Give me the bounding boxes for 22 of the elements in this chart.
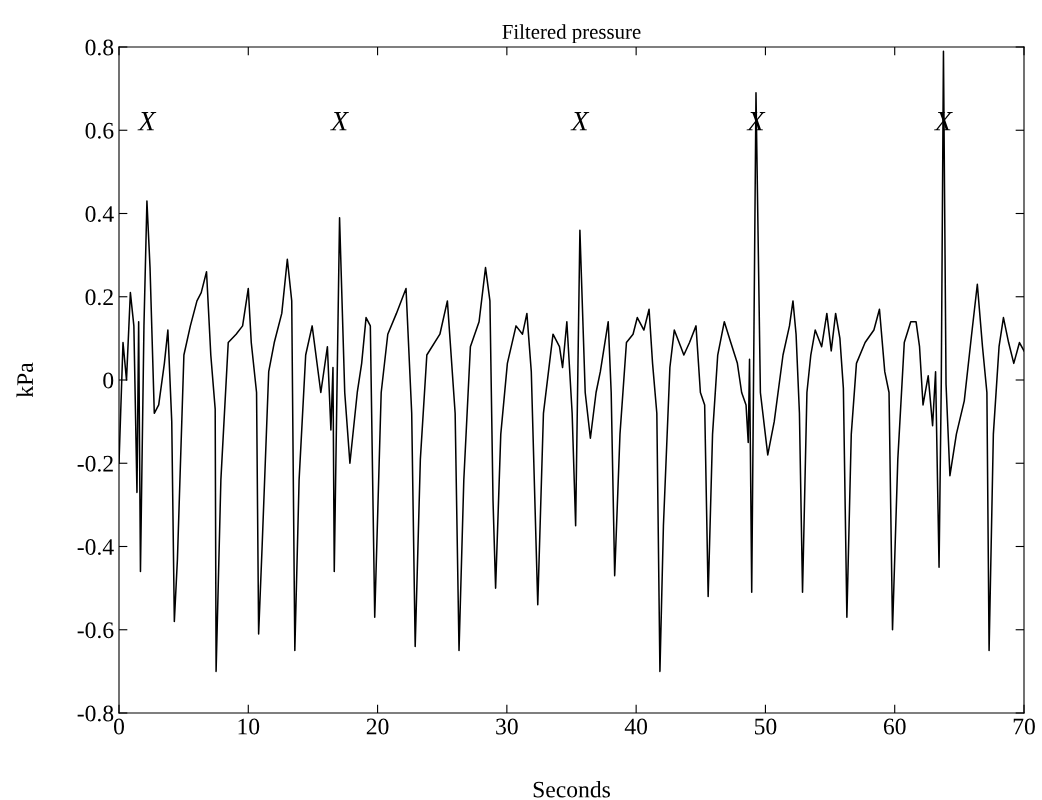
y-tick-label: -0.2 xyxy=(77,455,113,472)
y-tick-label: 0.2 xyxy=(85,289,113,306)
annotation: X xyxy=(330,112,349,131)
annotation: X xyxy=(570,112,590,131)
y-tick-label: 0.6 xyxy=(85,122,114,139)
y-tick-label: 0 xyxy=(103,372,114,389)
y-tick-label: -0.4 xyxy=(77,538,114,556)
x-tick-label: 70 xyxy=(1013,718,1035,735)
y-axis-title: kPa xyxy=(16,362,34,398)
y-tick-label: -0.8 xyxy=(77,705,114,722)
x-tick-label: 10 xyxy=(238,718,260,735)
x-tick-label: 60 xyxy=(883,718,906,735)
y-tick-label: 0.8 xyxy=(85,39,114,56)
y-tick-label: -0.6 xyxy=(77,622,114,639)
x-tick-label: 50 xyxy=(755,718,777,735)
x-tick-label: 40 xyxy=(624,718,648,735)
chart-title: Filtered pressure xyxy=(502,24,641,44)
annotation: X xyxy=(137,112,157,131)
x-tick-label: 20 xyxy=(366,718,389,735)
x-tick-label: 30 xyxy=(496,718,518,735)
y-tick-label: 0.4 xyxy=(85,205,114,223)
x-axis-title: Seconds xyxy=(533,780,610,798)
